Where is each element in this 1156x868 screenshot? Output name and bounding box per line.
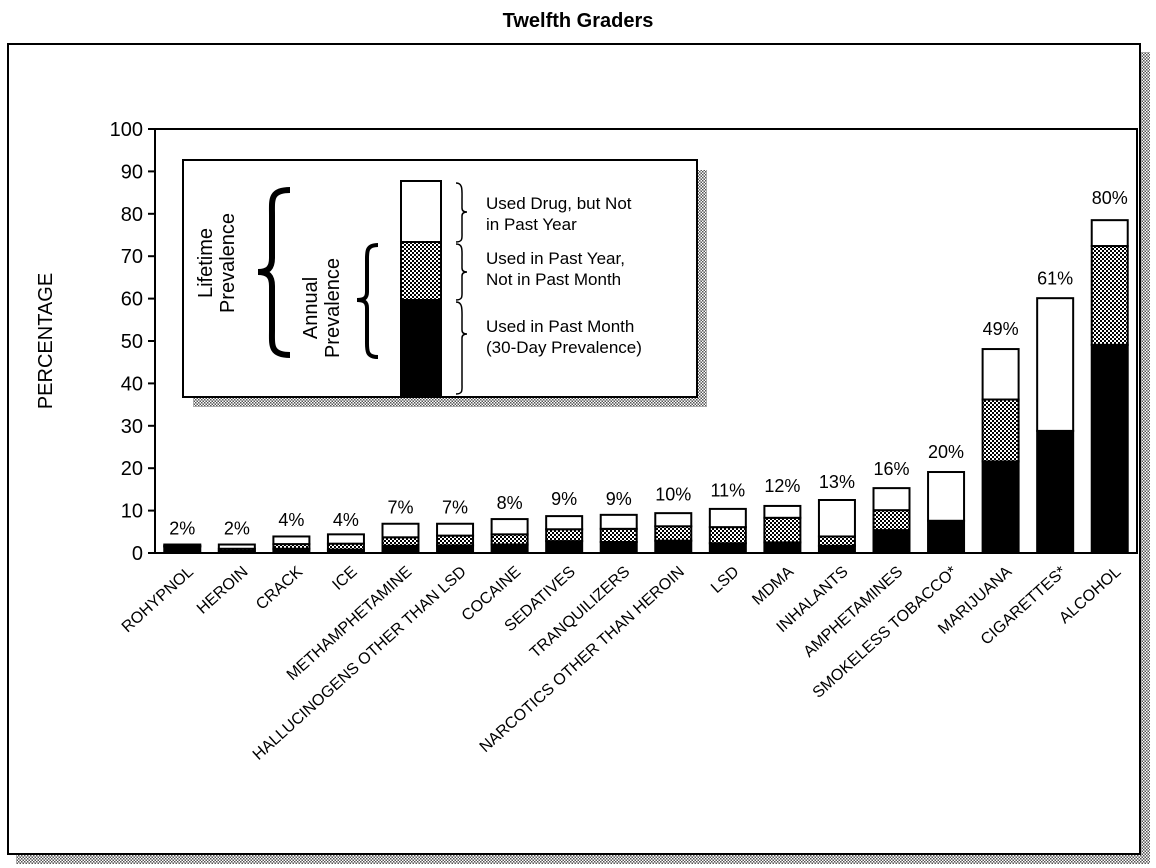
y-tick-label: 80: [121, 204, 143, 226]
bar-segment: [436, 544, 475, 554]
bar-segment: [272, 535, 311, 546]
bar-segment: [1090, 245, 1129, 346]
y-tick-label: 20: [121, 458, 143, 480]
bar-segment: [817, 544, 856, 554]
brace: [455, 301, 468, 395]
brace: [257, 187, 291, 358]
total-label: 20%: [928, 442, 964, 462]
total-label: 49%: [983, 319, 1019, 339]
bar-segment: [599, 527, 638, 543]
bar-segment: [872, 529, 911, 555]
bar-segment: [545, 540, 584, 554]
bar-segment: [981, 460, 1020, 554]
bar-segment: [817, 499, 856, 538]
total-label: 8%: [497, 493, 523, 513]
bar-segment: [599, 540, 638, 555]
bar-segment: [217, 543, 256, 550]
total-label: 4%: [333, 510, 359, 530]
bar-segment: [927, 519, 966, 554]
bar-segment: [490, 518, 529, 536]
bar-segment: [381, 522, 420, 539]
total-label: 12%: [764, 476, 800, 496]
bar-segment: [927, 471, 966, 522]
total-label: 10%: [655, 485, 691, 505]
bar-segment: [545, 528, 584, 543]
bar-segment: [763, 541, 802, 555]
total-label: 7%: [387, 497, 413, 517]
bar-segment: [381, 536, 420, 547]
y-tick-label: 100: [110, 119, 143, 141]
total-label: 80%: [1092, 188, 1128, 208]
brace: [455, 182, 468, 243]
bar-segment: [163, 543, 202, 547]
bar-segment: [381, 544, 420, 554]
bar-segment: [654, 539, 693, 554]
bar-segment: [763, 504, 802, 519]
bar-segment: [436, 522, 475, 537]
bar-segment: [872, 487, 911, 512]
legend-swatch: [400, 299, 442, 396]
legend-swatch: [400, 241, 442, 301]
legend-label: Used in Past Year, Not in Past Month: [486, 249, 625, 289]
y-tick-label: 30: [121, 416, 143, 438]
bar-segment: [490, 533, 529, 546]
bar-segment: [708, 526, 747, 545]
y-tick-label: 50: [121, 331, 143, 353]
bar-segment: [708, 507, 747, 529]
y-tick-label: 0: [132, 543, 143, 565]
total-label: 61%: [1037, 268, 1073, 288]
legend-swatch: [400, 180, 442, 243]
total-label: 16%: [873, 459, 909, 479]
bracket-label: Annual Prevalence: [300, 257, 344, 359]
brace: [455, 243, 468, 301]
legend-label: Used Drug, but Not in Past Year: [486, 194, 632, 234]
y-tick-label: 60: [121, 289, 143, 311]
brace: [356, 243, 379, 359]
total-label: 2%: [169, 519, 195, 539]
bar-segment: [654, 512, 693, 528]
total-label: 7%: [442, 497, 468, 517]
legend-label: Used in Past Month (30-Day Prevalence): [486, 317, 642, 357]
total-label: 4%: [278, 510, 304, 530]
total-label: 9%: [606, 489, 632, 509]
y-tick-label: 10: [121, 501, 143, 523]
bar-segment: [654, 525, 693, 542]
total-label: 13%: [819, 472, 855, 492]
bar-segment: [1036, 297, 1075, 432]
bar-segment: [490, 543, 529, 555]
bar-segment: [708, 542, 747, 554]
bar-segment: [763, 516, 802, 544]
bar-segment: [599, 513, 638, 530]
y-tick-label: 90: [121, 161, 143, 183]
chart-title: Twelfth Graders: [503, 10, 654, 32]
bar-segment: [817, 535, 856, 547]
bar-segment: [981, 398, 1020, 463]
total-label: 11%: [710, 480, 745, 500]
bar-segment: [326, 533, 365, 545]
y-axis-title: PERCENTAGE: [35, 273, 57, 409]
bracket-label: Lifetime Prevalence: [195, 212, 239, 314]
bar-segment: [545, 515, 584, 531]
bar-segment: [872, 509, 911, 532]
y-tick-label: 70: [121, 246, 143, 268]
total-label: 2%: [224, 519, 250, 539]
bar-segment: [1090, 343, 1129, 555]
bar-segment: [1036, 429, 1075, 554]
total-label: 9%: [551, 489, 577, 509]
bar-segment: [436, 534, 475, 547]
legend: [182, 159, 707, 407]
y-tick-label: 40: [121, 373, 143, 395]
bar-segment: [981, 348, 1020, 401]
bar-segment: [1090, 219, 1129, 248]
